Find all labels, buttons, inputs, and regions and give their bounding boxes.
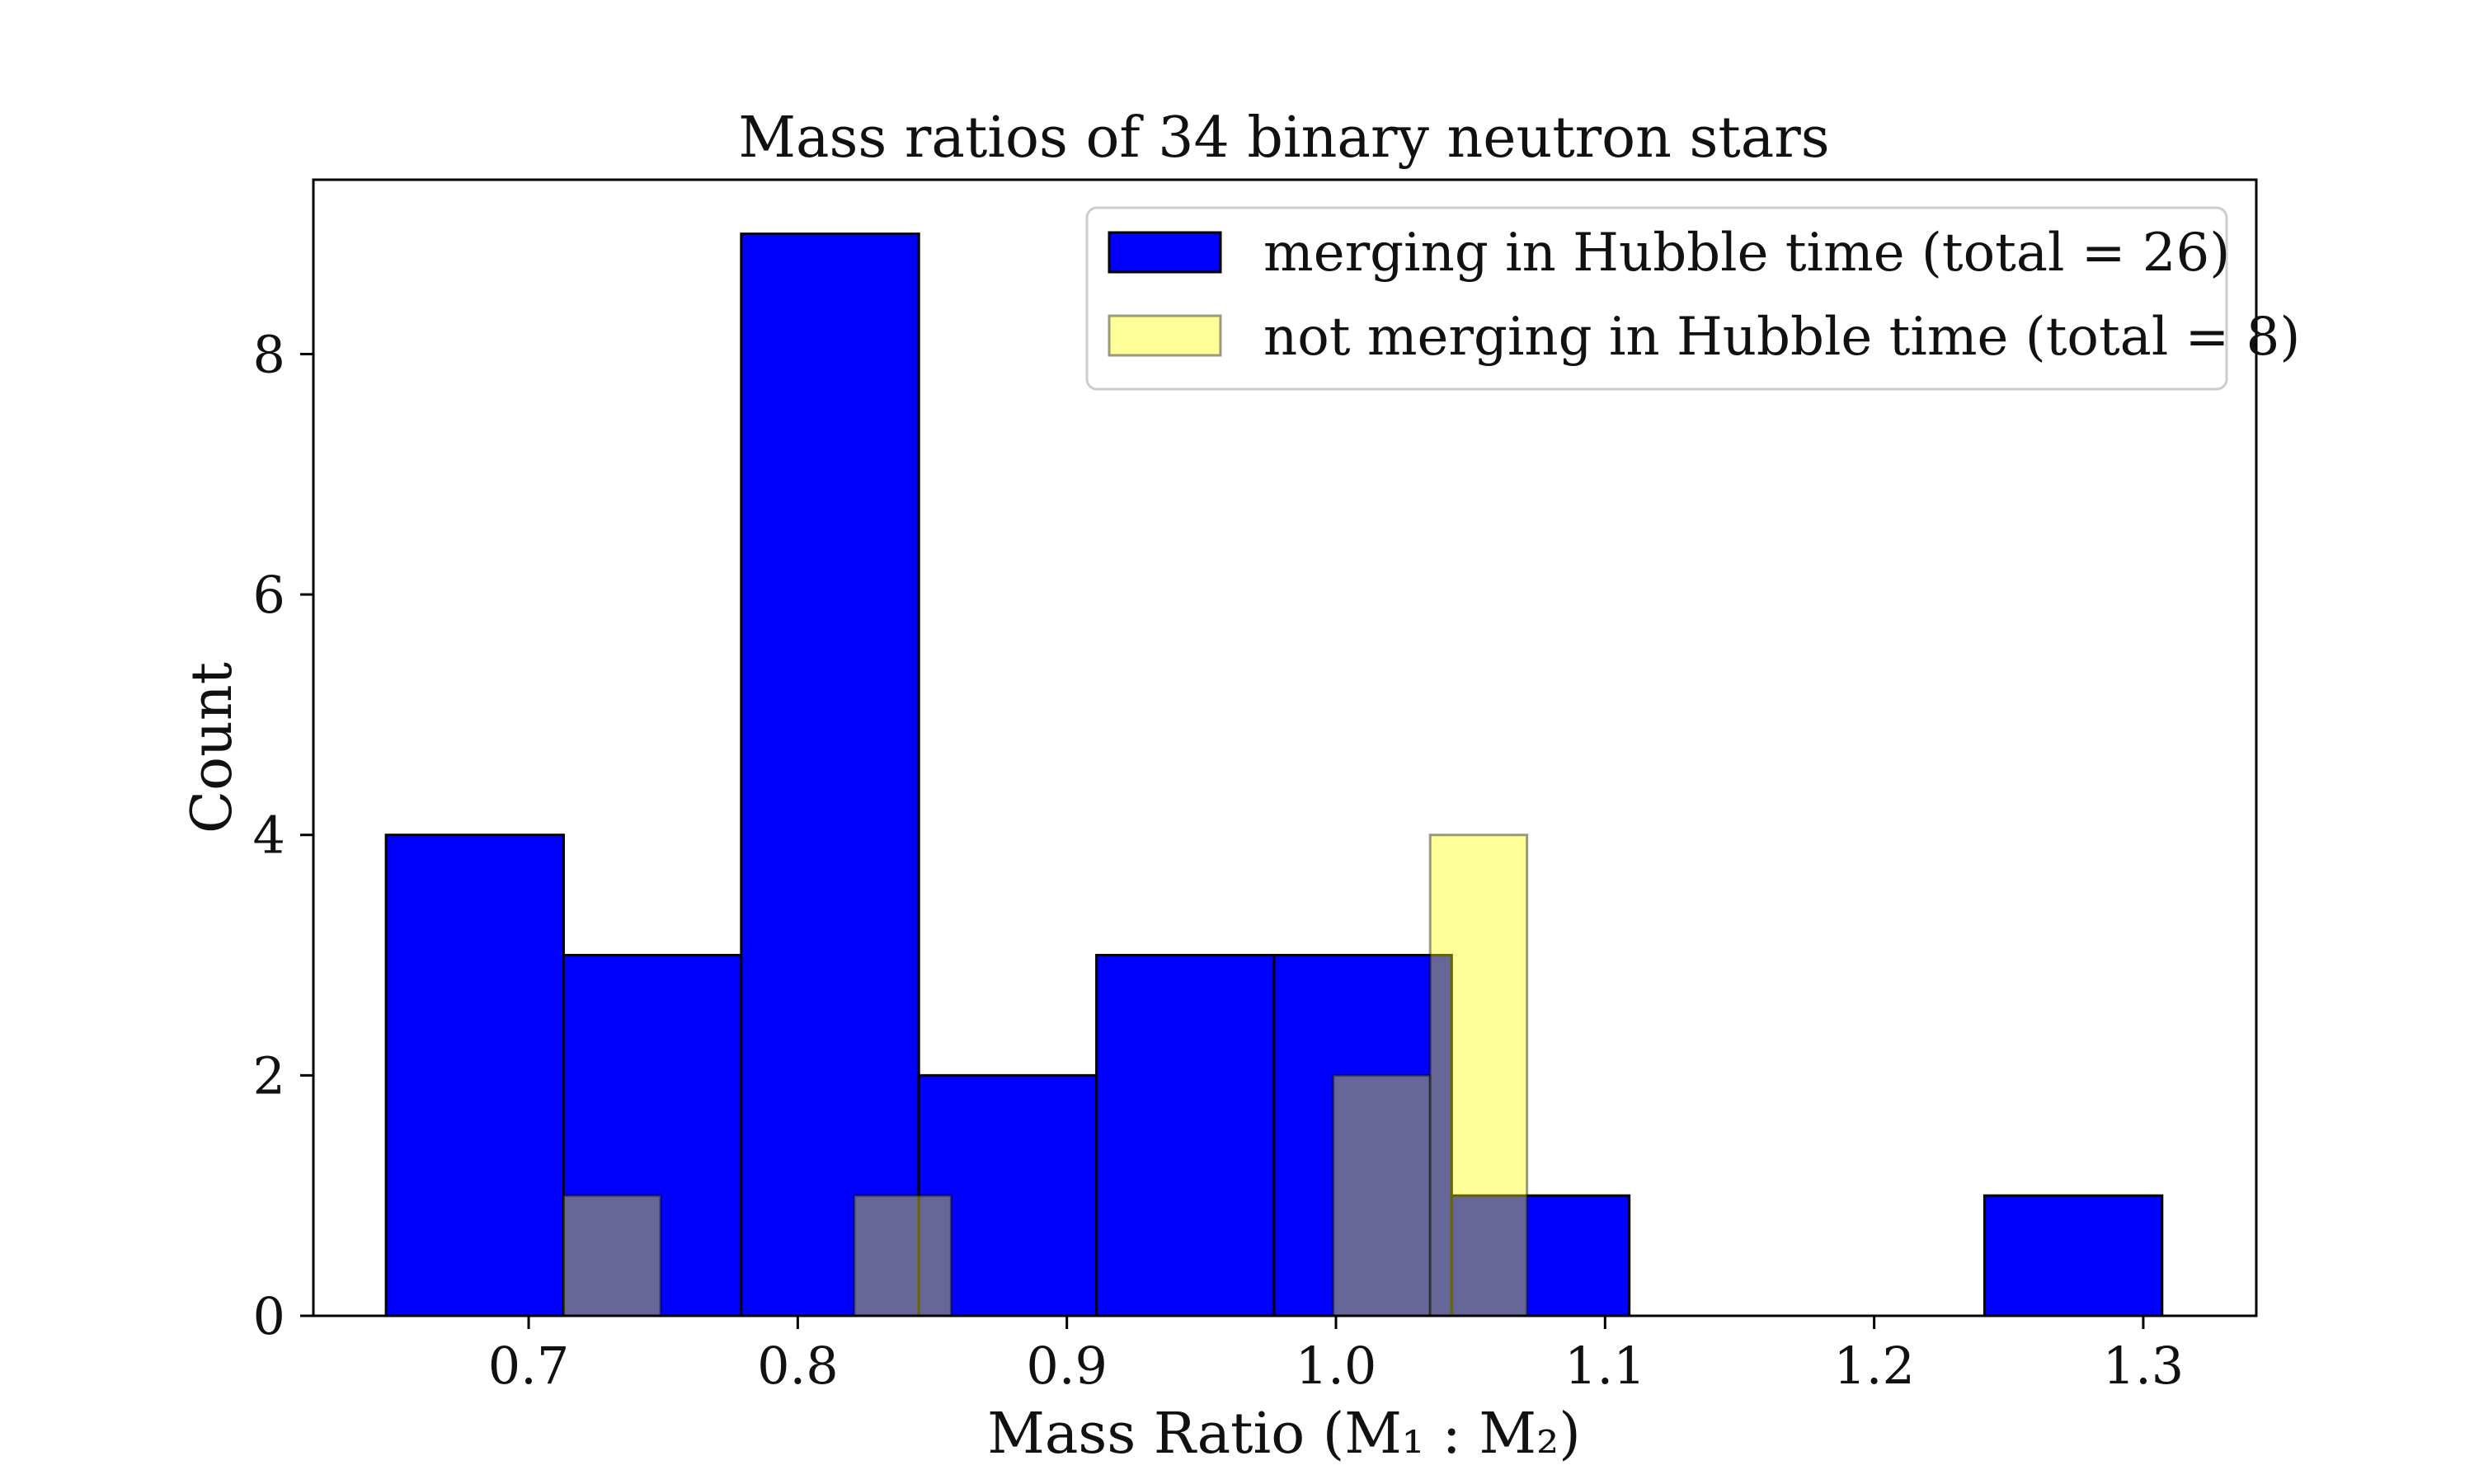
- x-tick-label: 0.9: [1026, 1336, 1108, 1396]
- bar-series-0-bin-4: [1095, 954, 1276, 1317]
- x-tick-label: 0.8: [757, 1336, 839, 1396]
- y-axis-ticks: 0 2 4 6 8: [253, 324, 313, 1346]
- bar-series-1-bin-3: [1428, 834, 1529, 1317]
- x-tick-label: 0.7: [488, 1336, 570, 1396]
- bar-series-0-bin-0: [384, 834, 565, 1317]
- bar-series-1-bin-2: [1332, 1073, 1432, 1317]
- y-tick-label: 4: [253, 805, 285, 866]
- legend-box: [1085, 206, 2228, 391]
- plot-frame: [312, 178, 2258, 1317]
- x-axis-ticks: 0.7 0.8 0.9 1.0 1.1 1.2 1.3: [488, 1316, 2185, 1396]
- y-tick-label: 8: [253, 324, 285, 384]
- x-tick-label: 1.2: [1833, 1336, 1915, 1396]
- bar-series-1-bin-0: [562, 1194, 662, 1317]
- bar-series-0-bin-6: [1450, 1194, 1631, 1317]
- bar-series-0-bin-1: [562, 954, 743, 1317]
- histogram-bars: [384, 232, 2164, 1317]
- chart-title: Mass ratios of 34 binary neutron stars: [738, 106, 1829, 171]
- legend-label-merging: merging in Hubble time (total = 26): [1263, 223, 2230, 284]
- bar-series-1-bin-1: [853, 1194, 952, 1317]
- bar-series-0-bin-5: [1272, 954, 1453, 1317]
- legend: merging in Hubble time (total = 26) not …: [1085, 206, 2300, 391]
- y-tick-label: 0: [253, 1286, 285, 1346]
- legend-label-not-merging: not merging in Hubble time (total = 8): [1263, 307, 2300, 368]
- x-axis-label: Mass Ratio (M₁ : M₂): [987, 1402, 1580, 1467]
- bar-series-0-bin-2: [740, 232, 920, 1317]
- legend-swatch-not-merging: [1108, 314, 1222, 357]
- y-tick-label: 6: [253, 565, 285, 625]
- x-tick-label: 1.3: [2103, 1336, 2185, 1396]
- x-tick-label: 1.1: [1564, 1336, 1646, 1396]
- x-tick-label: 1.0: [1296, 1336, 1377, 1396]
- y-axis-label: Count: [180, 662, 245, 834]
- y-tick-label: 2: [253, 1045, 285, 1106]
- bar-series-0-bin-9: [1982, 1194, 2164, 1317]
- bar-series-0-bin-3: [917, 1073, 1098, 1317]
- legend-swatch-merging: [1108, 231, 1222, 274]
